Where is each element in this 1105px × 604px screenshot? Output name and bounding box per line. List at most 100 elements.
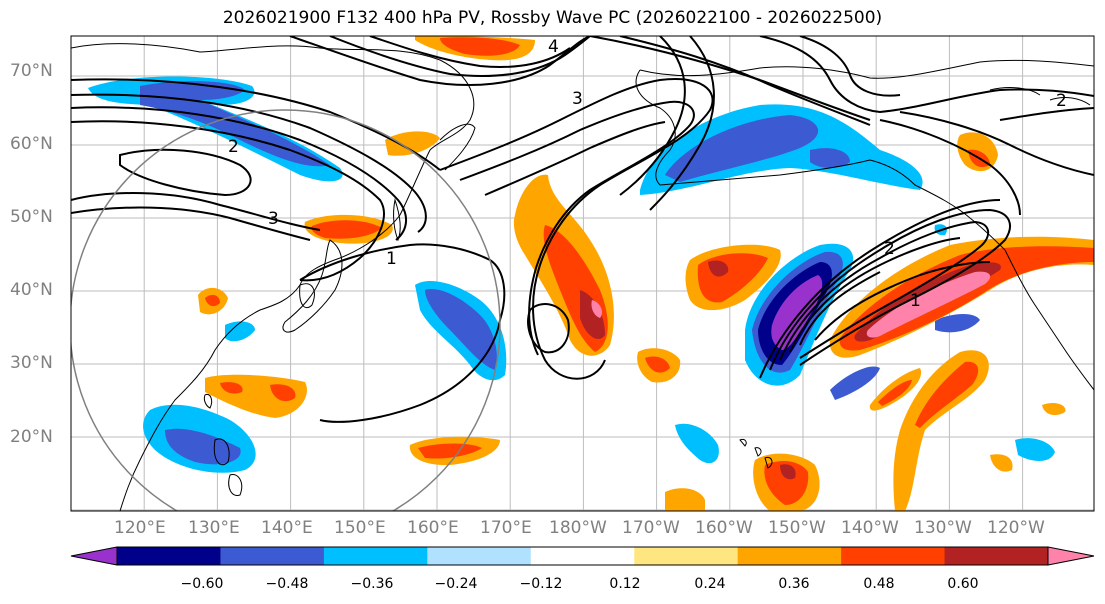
anomaly-small-blue-1 — [830, 366, 880, 400]
lon-label: 170°E — [480, 518, 532, 538]
contour-jet-4 — [799, 271, 881, 346]
contour-label: 1 — [386, 249, 397, 269]
lon-label: 150°E — [334, 518, 386, 538]
contour-jet-2 — [779, 220, 990, 361]
lon-label: 120°W — [987, 518, 1045, 538]
colorbar-bin — [737, 547, 842, 565]
anomaly-wpac-dark — [165, 428, 241, 465]
contour-low-circle — [527, 303, 570, 354]
contour-low-ring-1 — [71, 192, 321, 231]
lon-label: 160°W — [695, 518, 753, 538]
coast-taiwan — [203, 393, 213, 409]
contour-north-1 — [759, 36, 1094, 114]
anomaly-arctic-red — [440, 37, 520, 56]
positive-anomaly-regions — [198, 36, 1094, 511]
contour-low-ring-3 — [119, 148, 252, 197]
contour-arctic-1 — [289, 36, 591, 86]
anomaly-south2-orange — [665, 488, 705, 511]
contour-ridge-1 — [439, 78, 714, 380]
contour-low-ring-2 — [71, 206, 311, 241]
colorbar-tick-label: 0.12 — [609, 576, 641, 592]
colorbar-bin — [634, 547, 739, 565]
colorbar-tick-label: −0.48 — [265, 576, 309, 592]
coast-asia-north — [71, 43, 475, 216]
anomaly-siberia-dark — [140, 81, 330, 167]
anomaly-south-red — [764, 460, 809, 505]
anomaly-ridge-darkred — [580, 290, 605, 339]
coast-canada-islands — [989, 87, 1091, 106]
contour-northeast-2 — [899, 111, 1094, 176]
lon-label: 180°W — [549, 518, 607, 538]
anomaly-midpac-darkred — [708, 260, 729, 277]
colorbar-tick-label: −0.24 — [434, 576, 478, 592]
anomaly-ridge-pink — [591, 300, 603, 318]
contour-label: 1 — [910, 291, 921, 311]
colorbar-tick-label: −0.12 — [519, 576, 563, 592]
contour-label: 2 — [228, 137, 239, 157]
colorbar-bin — [841, 547, 946, 565]
contour-jet-1 — [769, 208, 1011, 371]
anomaly-philippine-red-2 — [270, 384, 296, 402]
lon-label: 150°W — [768, 518, 826, 538]
anomaly-hawaii-blue — [675, 423, 719, 464]
colorbar-extend-max — [1047, 546, 1095, 566]
colorbar-bin — [530, 547, 635, 565]
lat-label: 60°N — [10, 134, 53, 154]
map-title: 2026021900 F132 400 hPa PV, Rossby Wave … — [222, 8, 883, 28]
colorbar-tick-label: 0.36 — [778, 576, 810, 592]
contour-arctic-2 — [329, 36, 591, 77]
contour-1-central — [299, 243, 506, 423]
contour-high-2 — [619, 36, 686, 196]
colorbar-tick-label: 0.60 — [947, 576, 979, 592]
contour-1-west — [71, 120, 385, 282]
lon-label: 170°W — [622, 518, 680, 538]
anomaly-japan-sea-red — [311, 220, 382, 239]
anomaly-jet-pink — [866, 271, 991, 338]
anomaly-south-darkred — [780, 464, 796, 480]
colorbar-bin — [427, 547, 532, 565]
coast-korea — [299, 283, 315, 309]
contour-high-1 — [649, 36, 715, 211]
coast-alaska-north — [639, 59, 1094, 79]
colorbar-bin — [220, 547, 325, 565]
coast-philippines-2 — [228, 473, 243, 497]
anomaly-centralpacific-dark — [425, 289, 497, 370]
anomaly-small-orange — [1042, 402, 1066, 416]
lat-label: 70°N — [10, 61, 53, 81]
anomaly-philippine-red — [220, 382, 243, 394]
coast-japan — [282, 239, 343, 333]
colorbar-extend-min — [70, 546, 118, 566]
lat-label: 40°N — [10, 280, 53, 300]
colorbar-tick-label: 0.48 — [863, 576, 895, 592]
range-ring — [71, 109, 501, 511]
contour-label: 2 — [884, 239, 895, 259]
colorbar-bin — [323, 547, 428, 565]
coast-kamchatka — [439, 123, 476, 171]
pv-contours — [71, 36, 1094, 423]
colorbar-tick-label: −0.60 — [180, 576, 224, 592]
anomaly-small-blue-4 — [225, 321, 255, 342]
lat-label: 30°N — [10, 353, 53, 373]
contour-north-2 — [799, 36, 901, 97]
coast-aleutians — [659, 159, 871, 186]
coast-alaska-west — [635, 69, 676, 186]
contour-jet-5 — [759, 199, 1001, 379]
anomaly-bering-dark-2 — [810, 148, 850, 168]
anomaly-tropical-red — [418, 443, 482, 459]
colorbar — [70, 546, 1095, 566]
anomaly-okhotsk-orange — [385, 131, 440, 156]
lat-label: 50°N — [10, 207, 53, 227]
anomaly-small-blue-3 — [1015, 438, 1055, 461]
anomaly-bering-dark — [665, 115, 819, 182]
lon-label: 160°E — [407, 518, 459, 538]
negative-anomaly-regions — [88, 76, 1055, 473]
colorbar-tick-label: 0.24 — [694, 576, 726, 592]
contour-alaska-2 — [619, 36, 871, 126]
contour-label: 3 — [268, 209, 279, 229]
contour-jet-6 — [814, 261, 991, 341]
anomaly-small-orange-2 — [990, 454, 1013, 472]
contour-northeast-1 — [879, 119, 1021, 216]
lon-label: 120°E — [114, 518, 166, 538]
lon-label: 130°W — [914, 518, 972, 538]
